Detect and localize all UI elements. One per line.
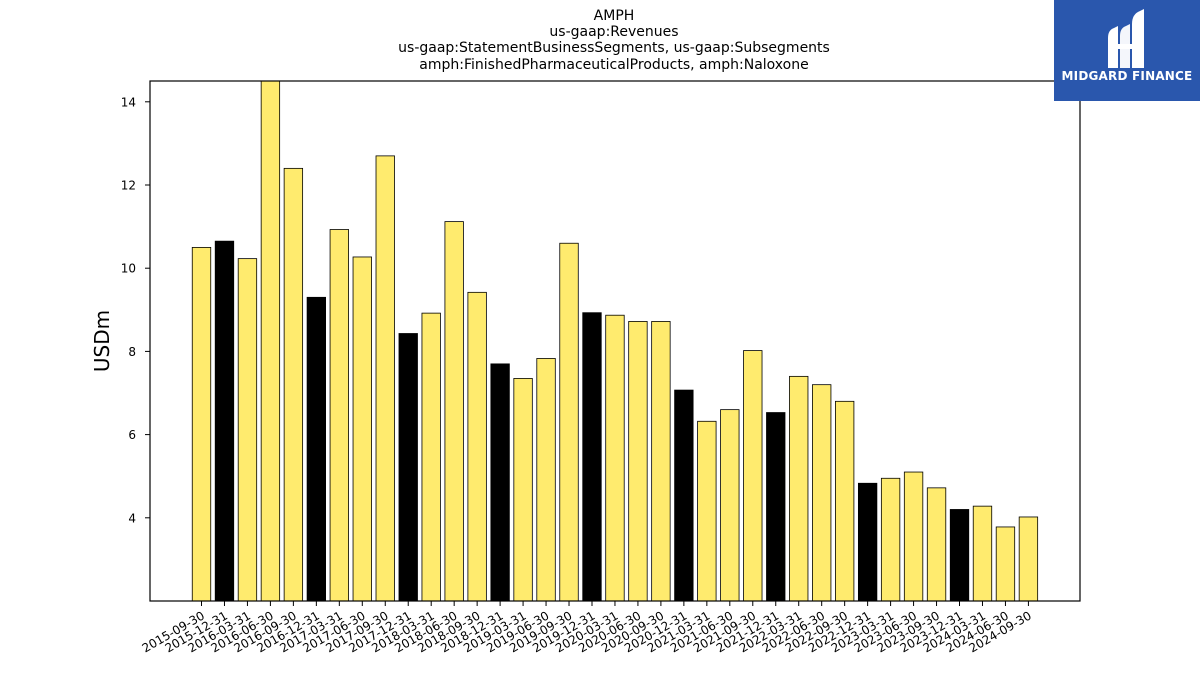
bar-2022-12-31 (857, 482, 878, 602)
bar-2023-03-31 (880, 477, 901, 602)
bar-2024-03-31 (972, 505, 993, 602)
bar-2015-09-30 (191, 246, 212, 602)
bar-2016-09-30 (283, 167, 304, 602)
bar-2016-12-31 (306, 296, 327, 602)
bar-2024-09-30 (1018, 516, 1039, 602)
bar-2015-12-31 (214, 240, 235, 602)
bar-2016-03-31 (237, 258, 258, 602)
bar-2018-03-31 (421, 312, 441, 602)
bar-2020-06-30 (628, 321, 648, 602)
bar-2023-06-30 (903, 471, 924, 602)
bar-2024-06-30 (995, 526, 1016, 602)
bar-2022-03-31 (789, 375, 809, 602)
bar-2020-09-30 (651, 321, 671, 602)
plot-frame (149, 80, 1081, 602)
bar-2016-06-30 (260, 80, 281, 602)
chart-title: AMPH us-gaap:Revenues us-gaap:StatementB… (398, 8, 830, 73)
bar-2023-09-30 (926, 487, 947, 602)
bar-2019-03-31 (513, 378, 533, 602)
bar-2017-06-30 (352, 256, 372, 602)
bar-2020-03-31 (605, 314, 625, 602)
bar-series (191, 80, 1039, 602)
bar-2022-06-30 (812, 384, 832, 602)
bar-2023-12-31 (949, 509, 970, 602)
chart-title-line-4: amph:FinishedPharmaceuticalProducts, amp… (419, 57, 808, 73)
bar-2017-09-30 (375, 155, 395, 602)
bar-2019-09-30 (559, 242, 579, 602)
y-axis-label: USDm (90, 310, 114, 372)
bar-2019-12-31 (582, 312, 602, 602)
bar-2021-03-31 (697, 420, 717, 602)
chart-title-line-3: us-gaap:StatementBusinessSegments, us-ga… (398, 40, 830, 56)
chart-title-line-2: us-gaap:Revenues (549, 24, 678, 40)
chart-title-line-1: AMPH (594, 8, 635, 24)
y-tick-label: 4 (128, 511, 136, 525)
y-tick-label: 14 (121, 95, 136, 109)
bar-2018-06-30 (444, 221, 464, 602)
bar-2020-12-31 (674, 389, 694, 602)
bar-2022-09-30 (835, 400, 855, 602)
bar-2017-12-31 (398, 333, 418, 602)
brand-name: MIDGARD FINANCE (1061, 69, 1193, 83)
y-tick-label: 8 (128, 345, 136, 359)
y-axis: 4 6 8 10 12 14 (121, 95, 150, 525)
bar-2021-09-30 (743, 350, 763, 602)
y-tick-label: 12 (121, 179, 136, 193)
bar-2018-12-31 (490, 363, 510, 602)
bar-2018-09-30 (467, 291, 487, 602)
y-tick-label: 6 (128, 428, 136, 442)
brand-logo: MIDGARD FINANCE (1054, 0, 1200, 101)
bar-2021-12-31 (766, 412, 786, 602)
y-tick-label: 10 (121, 262, 136, 276)
bar-2019-06-30 (536, 358, 556, 602)
midgard-logo-icon (1108, 9, 1144, 68)
bar-2017-03-31 (329, 229, 349, 602)
bar-2021-06-30 (720, 409, 740, 602)
x-axis: 2015-09-302015-12-312016-03-312016-06-30… (140, 601, 1034, 655)
